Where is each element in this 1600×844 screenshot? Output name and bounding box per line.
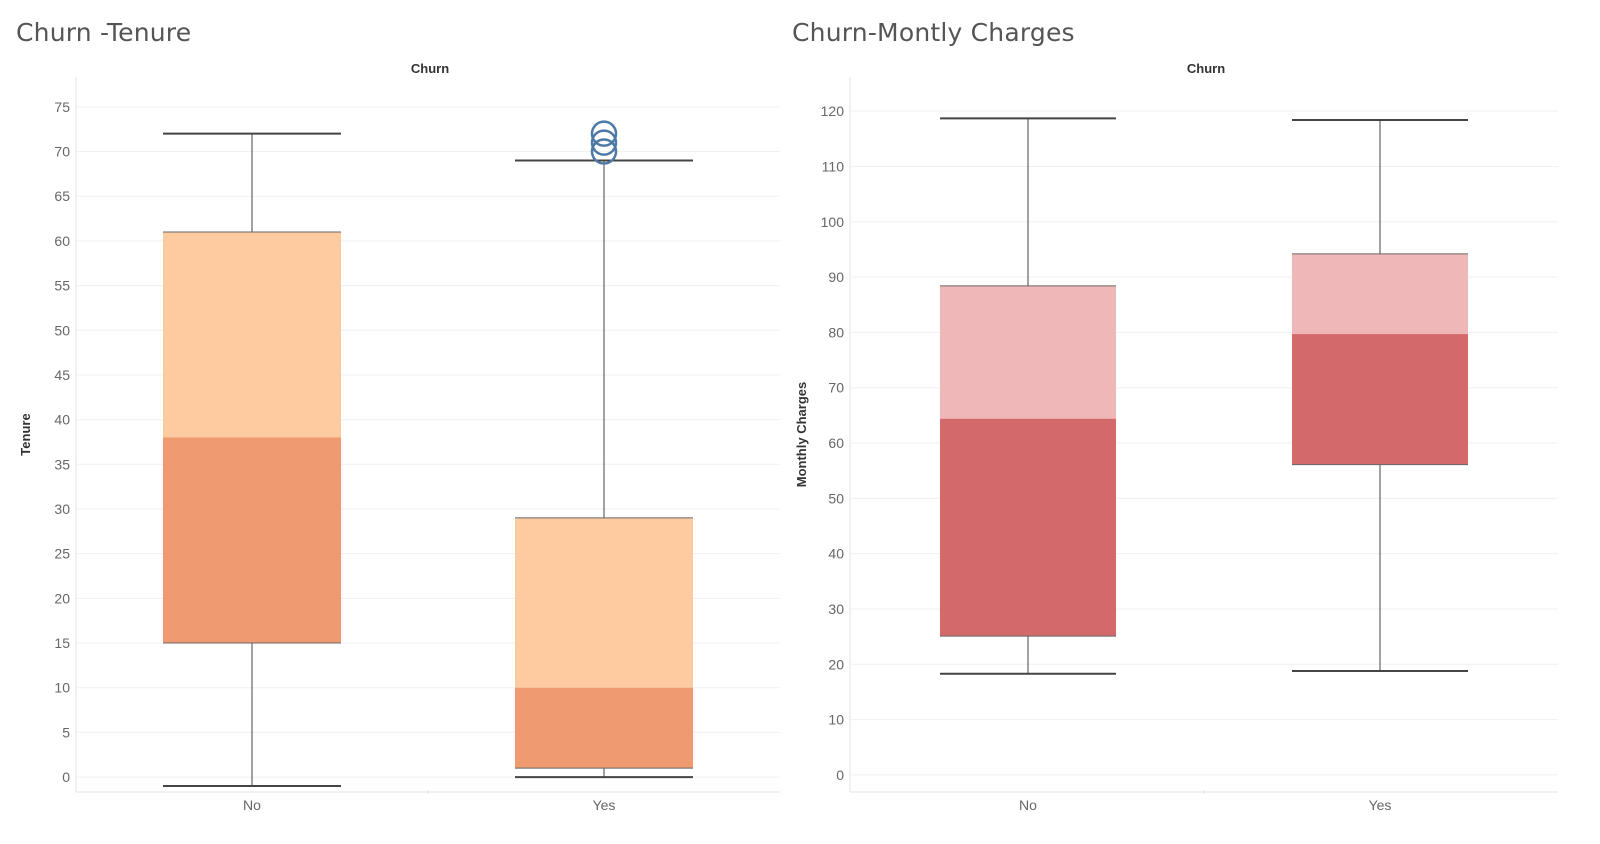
y-tick-label: 75 bbox=[54, 99, 70, 115]
tenure-boxplot: 0 5 10 15 20 25 30 35 40 45 50 55 60 65 70 75 Churn Tenur… bbox=[18, 61, 780, 813]
y-tick-label: 80 bbox=[828, 324, 844, 340]
monthly-charges-boxplot: 0 10 20 30 40 50 60 70 80 90 100 110 120 Churn Monthly… bbox=[794, 61, 1558, 813]
y-tick-label: 30 bbox=[828, 601, 844, 617]
box-lower-half bbox=[940, 418, 1116, 637]
y-tick-label: 35 bbox=[54, 456, 70, 472]
y-axis-title: Tenure bbox=[18, 413, 33, 455]
box-upper-half bbox=[1292, 253, 1468, 335]
y-tick-label: 70 bbox=[828, 380, 844, 396]
box-lower-half bbox=[1292, 334, 1468, 465]
tenure-chart-panel: Churn -Tenure 0 5 10 15 20 25 30 35 40 45 50 55 60 65… bbox=[16, 0, 786, 844]
box-yes bbox=[1292, 118, 1468, 672]
monthly-charges-chart-panel: Churn-Montly Charges 0 10 20 30 40 50 60 70 80 90… bbox=[792, 0, 1568, 844]
y-tick-label: 90 bbox=[828, 269, 844, 285]
chart-title: Churn -Tenure bbox=[16, 18, 192, 47]
y-tick-label: 110 bbox=[822, 158, 845, 174]
y-tick-label: 60 bbox=[828, 435, 844, 451]
y-tick-label: 50 bbox=[54, 322, 70, 338]
y-tick-label: 10 bbox=[54, 680, 70, 696]
x-axis-title: Churn bbox=[1187, 61, 1225, 76]
outlier-point bbox=[590, 120, 618, 147]
y-tick-label: 65 bbox=[54, 188, 70, 204]
y-tick-label: 45 bbox=[54, 367, 70, 383]
x-category-label: Yes bbox=[1369, 797, 1392, 813]
box-lower-half bbox=[163, 437, 341, 644]
y-tick-label: 100 bbox=[821, 214, 845, 230]
box-upper-half bbox=[940, 285, 1116, 419]
chart-title: Churn-Montly Charges bbox=[792, 18, 1075, 47]
box-upper-half bbox=[515, 517, 693, 688]
y-tick-label: 60 bbox=[54, 233, 70, 249]
x-category-label: Yes bbox=[593, 797, 616, 813]
y-tick-label: 0 bbox=[836, 767, 844, 783]
y-tick-label: 0 bbox=[62, 769, 70, 785]
y-tick-label: 40 bbox=[828, 546, 844, 562]
y-tick-label: 20 bbox=[54, 590, 70, 606]
y-tick-label: 70 bbox=[54, 144, 70, 160]
y-tick-label: 10 bbox=[828, 712, 844, 728]
y-axis-title: Monthly Charges bbox=[794, 382, 809, 487]
y-tick-label: 40 bbox=[54, 412, 70, 428]
y-tick-label: 55 bbox=[54, 278, 70, 294]
box-no bbox=[940, 117, 1116, 675]
y-tick-label: 15 bbox=[54, 635, 70, 651]
y-tick-label: 5 bbox=[62, 724, 70, 740]
x-category-label: No bbox=[243, 797, 261, 813]
x-axis-title: Churn bbox=[411, 61, 449, 76]
y-tick-label: 25 bbox=[54, 546, 70, 562]
x-category-label: No bbox=[1019, 797, 1037, 813]
box-lower-half bbox=[515, 687, 693, 769]
outlier-point bbox=[590, 138, 618, 165]
outlier-point bbox=[590, 129, 618, 156]
y-tick-label: 20 bbox=[828, 656, 844, 672]
box-yes bbox=[515, 120, 693, 779]
box-upper-half bbox=[163, 231, 341, 438]
y-tick-label: 120 bbox=[821, 103, 845, 119]
box-no bbox=[163, 132, 341, 787]
y-tick-label: 50 bbox=[828, 490, 844, 506]
y-tick-label: 30 bbox=[54, 501, 70, 517]
